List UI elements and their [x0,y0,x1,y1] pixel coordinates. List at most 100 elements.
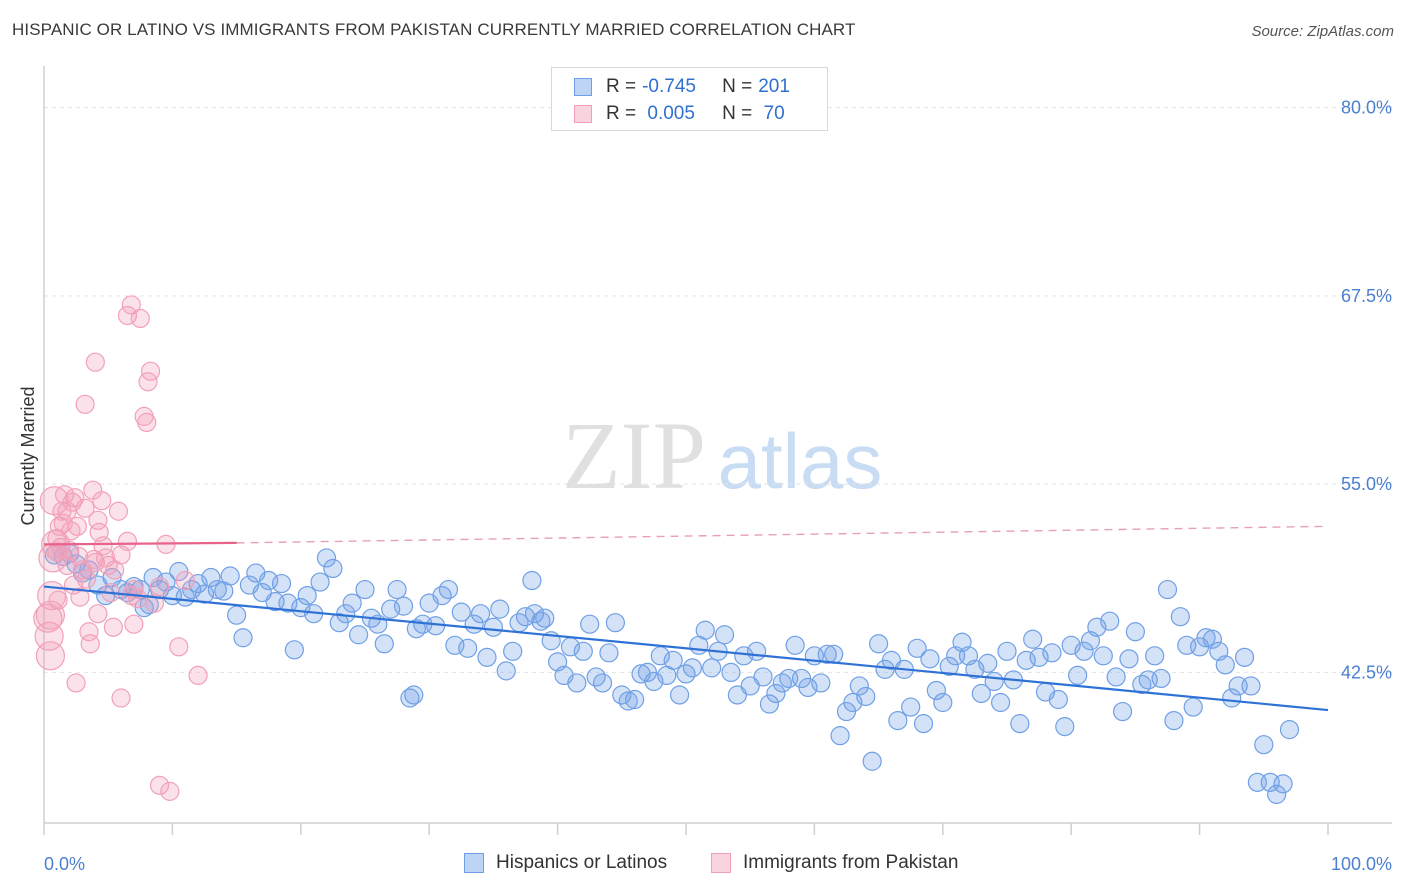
trend-lines [43,525,1329,712]
data-point [149,576,170,597]
data-point [201,567,221,588]
data-point [721,662,741,683]
data-point [1048,689,1068,710]
series-legend: Hispanics or Latinos Immigrants from Pak… [0,852,1406,876]
data-point [524,604,545,624]
data-point [438,579,459,600]
legend-row-hispanic: R = -0.745 N = 201 [574,75,790,99]
data-point [759,694,780,714]
data-point [67,516,87,536]
legend-item-hispanic: Hispanics or Latinos [464,852,667,874]
data-point [522,570,542,591]
data-point [901,697,921,717]
data-point [188,665,208,686]
legend-n-value: 70 [758,103,785,124]
data-point [490,599,510,619]
legend-swatch-hispanic [464,853,484,873]
data-point [573,641,593,661]
data-point [70,587,90,607]
stats-legend: R = -0.745 N = 201 R = 0.005 N = 70 [551,67,828,131]
data-point [1042,643,1062,663]
data-point [75,498,95,518]
data-point [1234,647,1255,667]
hispanic-points [44,543,1300,804]
y-tick-label: 67.5% [1341,286,1392,306]
data-point [160,781,180,801]
trend-line-pakistan [43,541,237,546]
legend-label-pakistan: Immigrants from Pakistan [743,852,959,873]
data-point [1215,655,1235,675]
data-point [1164,710,1184,731]
data-point [393,596,414,616]
data-point [702,658,722,678]
data-point [88,604,108,624]
data-point [1170,607,1190,627]
data-point [1202,629,1223,649]
data-point [93,536,113,556]
data-point [695,620,715,640]
legend-n-label: N = [722,76,753,97]
legend-item-pakistan: Immigrants from Pakistan [711,852,958,874]
data-point [920,649,940,669]
data-point [990,692,1011,713]
data-point [933,692,953,713]
data-point [121,295,141,315]
pakistan-points [33,295,208,801]
data-point [625,689,645,710]
data-point [1093,646,1113,666]
data-point [984,671,1004,692]
legend-swatch-hispanic [574,78,592,96]
data-point [1068,665,1088,686]
legend-r-label: R = [606,76,637,97]
data-point [734,646,754,666]
data-point [1125,622,1146,642]
data-point [592,673,613,693]
data-point [84,549,104,570]
y-axis-title: Currently Married [18,386,38,525]
data-point [753,667,773,687]
data-point [1010,714,1030,734]
data-point [599,643,619,663]
x-tick-label: 0.0% [44,854,85,874]
data-point [404,685,424,705]
legend-label-hispanic: Hispanics or Latinos [496,852,668,873]
data-point [868,634,889,654]
data-point [355,579,375,600]
data-point [169,637,189,657]
data-point [1267,784,1287,804]
data-point [535,608,555,628]
data-point [52,501,72,521]
legend-swatch-pakistan [574,105,592,123]
watermark-atlas: atlas [718,417,883,505]
y-tick-label: 42.5% [1341,662,1392,682]
data-point [1119,649,1139,669]
data-point [669,685,690,705]
data-point [1100,611,1120,631]
data-point [1055,717,1075,737]
data-point [567,673,587,693]
data-point [1029,647,1049,667]
data-point [348,625,369,645]
data-point [682,658,703,678]
data-point [1241,676,1261,696]
data-point [227,605,247,625]
data-point [233,628,253,648]
data-point [997,641,1017,661]
data-point [316,548,337,568]
data-point [888,710,908,731]
data-point [35,641,66,671]
data-point [849,676,869,696]
data-point [785,635,805,655]
data-point [271,573,292,594]
data-point [926,680,946,701]
data-point [747,641,767,661]
data-point [451,602,471,622]
y-tick-label: 80.0% [1341,98,1392,118]
legend-swatch-pakistan [711,853,731,873]
data-point [663,650,683,670]
x-tick-labels: 0.0% 100.0% [44,854,1392,874]
legend-r-label: R = [606,103,637,124]
data-point [913,714,934,734]
data-point [477,647,497,667]
legend-n-value: 201 [758,76,790,97]
